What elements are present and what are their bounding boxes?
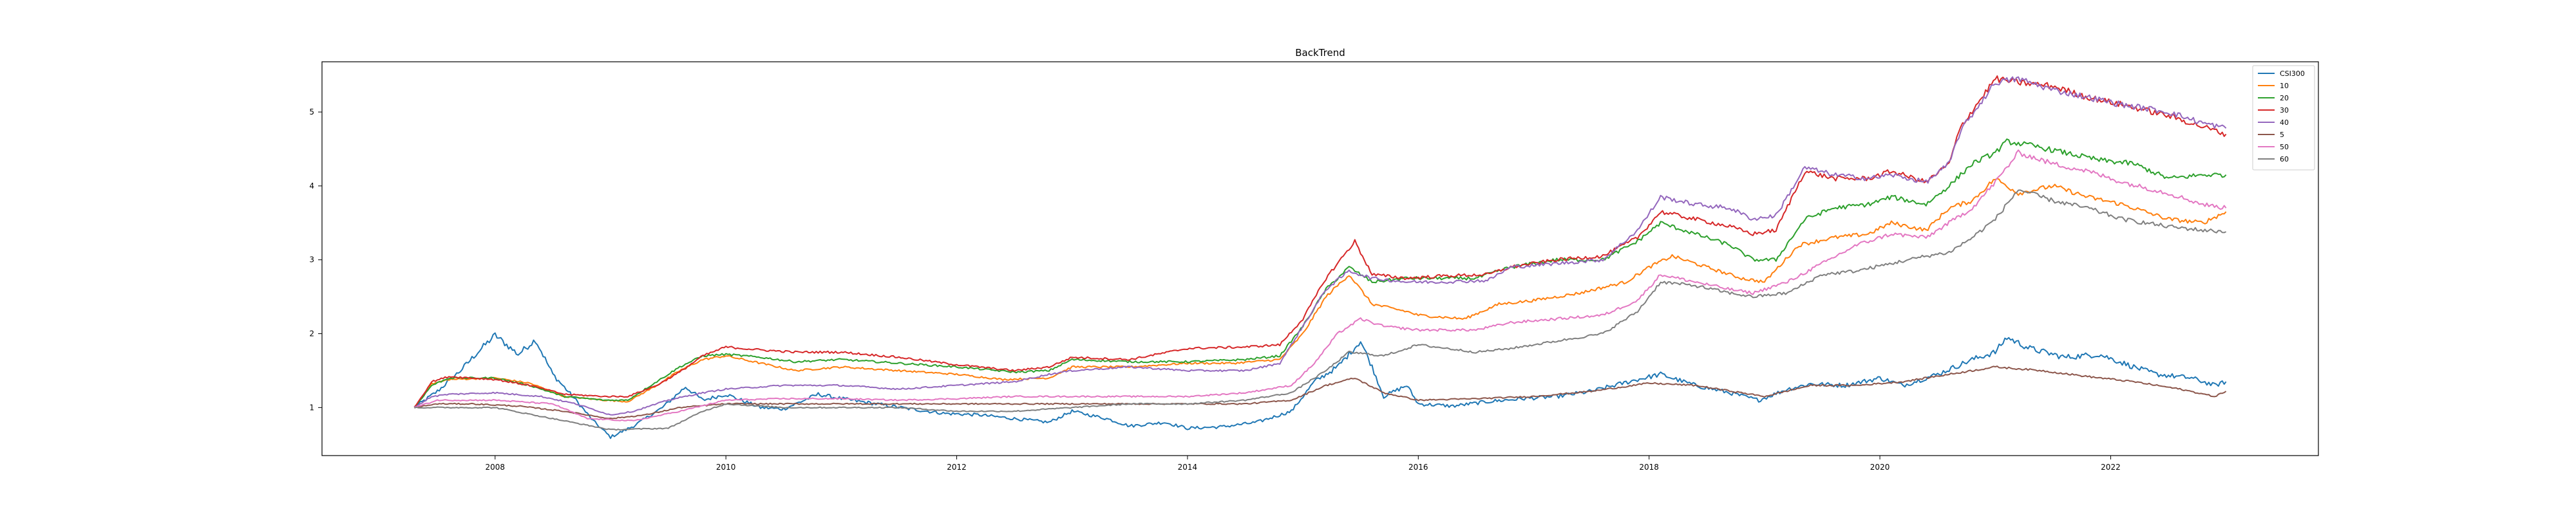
x-tick-label: 2020 — [1870, 463, 1890, 472]
x-tick-label: 2014 — [1178, 463, 1198, 472]
legend-label: 60 — [2280, 155, 2289, 163]
series-line-CSI300 — [414, 332, 2227, 439]
y-tick-label: 4 — [309, 181, 314, 190]
chart-legend: CSI300 10 20 30 40 5 50 60 — [2252, 65, 2315, 171]
series-line-50 — [414, 149, 2227, 421]
series-line-30 — [413, 75, 2227, 408]
legend-label: 40 — [2280, 118, 2289, 127]
x-tick-label: 2016 — [1408, 463, 1428, 472]
y-tick-label: 2 — [309, 329, 314, 338]
x-tick-label: 2018 — [1639, 463, 1659, 472]
legend-box — [2252, 65, 2315, 171]
y-tick-label: 5 — [309, 107, 314, 116]
legend-label: 50 — [2280, 143, 2289, 151]
legend-label: 20 — [2280, 94, 2289, 102]
y-tick-label: 3 — [309, 255, 314, 264]
series-layer — [413, 75, 2227, 439]
series-line-10 — [413, 178, 2227, 408]
x-tick-label: 2012 — [947, 463, 967, 472]
series-line-60 — [414, 189, 2227, 431]
y-axis: 1 2 3 4 5 — [309, 107, 322, 412]
legend-label: 10 — [2280, 82, 2289, 90]
y-tick-label: 1 — [309, 403, 314, 412]
x-axis: 2008 2010 2012 2014 2016 2018 2020 2022 — [486, 456, 2121, 472]
x-tick-label: 2008 — [486, 463, 506, 472]
legend-label: CSI300 — [2280, 69, 2305, 78]
series-line-5 — [414, 365, 2227, 420]
x-tick-label: 2010 — [716, 463, 736, 472]
series-line-40 — [414, 76, 2227, 416]
legend-label: 5 — [2280, 131, 2284, 139]
x-tick-label: 2022 — [2101, 463, 2121, 472]
chart-title: BackTrend — [1295, 47, 1345, 59]
plot-frame — [321, 61, 2319, 456]
legend-label: 30 — [2280, 106, 2289, 115]
